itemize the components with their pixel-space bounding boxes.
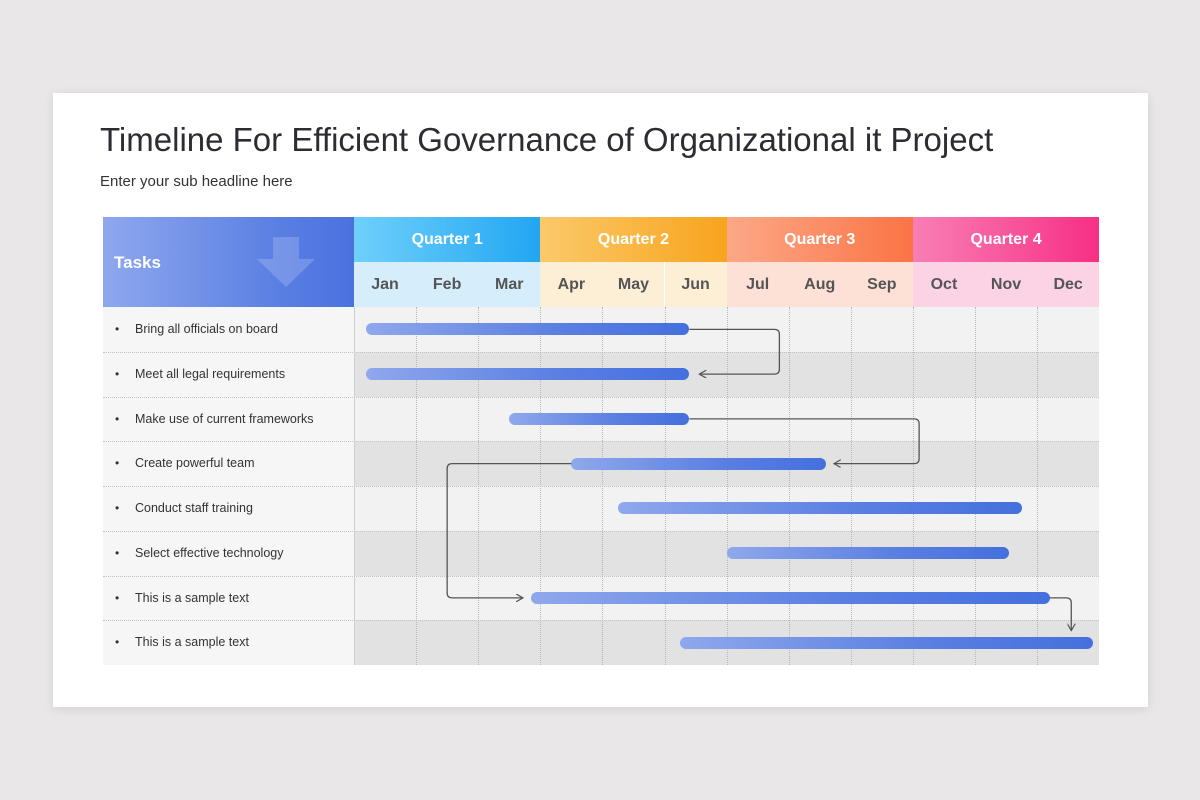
row-divider xyxy=(103,441,1099,443)
gantt-bar[interactable] xyxy=(366,323,690,336)
tasks-column-divider xyxy=(354,307,355,665)
gantt-bar[interactable] xyxy=(509,412,690,425)
task-label-cell: • Conduct staff training xyxy=(103,486,354,531)
month-header-oct: Oct xyxy=(912,262,975,307)
gantt-bar[interactable] xyxy=(680,636,1093,649)
task-label: Bring all officials on board xyxy=(135,322,278,336)
row-divider xyxy=(103,620,1099,622)
month-header-nov: Nov xyxy=(975,262,1038,307)
page-title: Timeline For Efficient Governance of Org… xyxy=(100,121,994,158)
bullet-icon: • xyxy=(115,545,120,560)
row-divider xyxy=(103,351,1099,353)
month-header-mar: Mar xyxy=(478,262,541,307)
task-label: Create powerful team xyxy=(135,456,255,471)
row-divider xyxy=(103,396,1099,398)
bullet-icon: • xyxy=(115,456,120,471)
task-label-cell: • Make use of current frameworks xyxy=(103,396,354,442)
gantt-bar[interactable] xyxy=(571,457,826,470)
task-label: Conduct staff training xyxy=(135,501,253,515)
task-label: Select effective technology xyxy=(135,545,284,560)
task-label: Make use of current frameworks xyxy=(135,411,314,426)
month-gridline xyxy=(478,307,480,665)
down-arrow-icon xyxy=(257,237,315,287)
task-row: • Meet all legal requirements xyxy=(103,351,1099,397)
task-label: This is a sample text xyxy=(135,635,249,650)
month-gridline xyxy=(664,307,666,665)
bullet-icon: • xyxy=(115,366,120,381)
month-header-sep: Sep xyxy=(850,262,913,307)
month-gridline xyxy=(975,307,976,665)
gantt-bar[interactable] xyxy=(617,502,1022,515)
gantt-bar[interactable] xyxy=(726,547,1010,560)
slide: Timeline For Efficient Governance of Org… xyxy=(53,93,1148,707)
month-header-may: May xyxy=(602,262,665,307)
row-divider xyxy=(103,486,1099,487)
task-label-cell: • Bring all officials on board xyxy=(103,307,354,352)
quarter-header-2: Quarter 2 xyxy=(540,217,727,262)
dependency-arrow xyxy=(689,418,920,464)
bullet-icon: • xyxy=(115,635,120,650)
bullet-icon: • xyxy=(115,590,120,605)
month-gridline xyxy=(912,307,914,665)
month-header-jan: Jan xyxy=(354,262,417,307)
task-label-cell: • Meet all legal requirements xyxy=(103,351,354,397)
row-divider xyxy=(103,530,1099,532)
month-gridline xyxy=(788,307,790,665)
quarter-header-1: Quarter 1 xyxy=(354,217,541,262)
month-header-apr: Apr xyxy=(540,262,603,307)
task-row: • Select effective technology xyxy=(103,530,1099,576)
dependency-arrow xyxy=(446,462,572,598)
task-label-cell: • Select effective technology xyxy=(103,530,354,576)
gantt-table: Tasks Quarter 1 Quarter 2 Quarter 3 Quarter… xyxy=(103,217,1100,666)
month-header-feb: Feb xyxy=(416,262,479,307)
bullet-icon: • xyxy=(115,322,120,336)
page-subtitle: Enter your sub headline here xyxy=(100,173,293,190)
bullet-icon: • xyxy=(115,501,120,515)
month-header-dec: Dec xyxy=(1037,262,1100,307)
month-header-aug: Aug xyxy=(788,262,851,307)
quarter-header-3: Quarter 3 xyxy=(726,217,913,262)
gantt-bar[interactable] xyxy=(366,368,690,381)
month-gridline xyxy=(416,307,418,665)
bullet-icon: • xyxy=(115,411,120,426)
gantt-bar[interactable] xyxy=(530,591,1050,604)
dependency-arrow xyxy=(689,328,781,374)
task-label: Meet all legal requirements xyxy=(135,366,286,381)
month-gridline xyxy=(602,307,604,665)
task-label-cell: • This is a sample text xyxy=(103,620,354,666)
tasks-header: Tasks xyxy=(103,217,354,307)
month-header-jul: Jul xyxy=(726,262,789,307)
row-divider xyxy=(103,575,1099,577)
task-label-cell: • Create powerful team xyxy=(103,441,354,487)
dependency-arrows xyxy=(446,328,1099,665)
month-header-jun: Jun xyxy=(664,262,727,307)
task-label: This is a sample text xyxy=(135,590,249,605)
dependency-arrow xyxy=(1049,597,1072,631)
month-gridline xyxy=(726,307,728,665)
tasks-header-label: Tasks xyxy=(114,253,161,272)
month-gridline xyxy=(850,307,852,665)
month-gridline xyxy=(1037,307,1039,665)
task-label-cell: • This is a sample text xyxy=(103,575,354,621)
quarter-header-4: Quarter 4 xyxy=(912,217,1100,262)
month-gridline xyxy=(540,307,542,665)
